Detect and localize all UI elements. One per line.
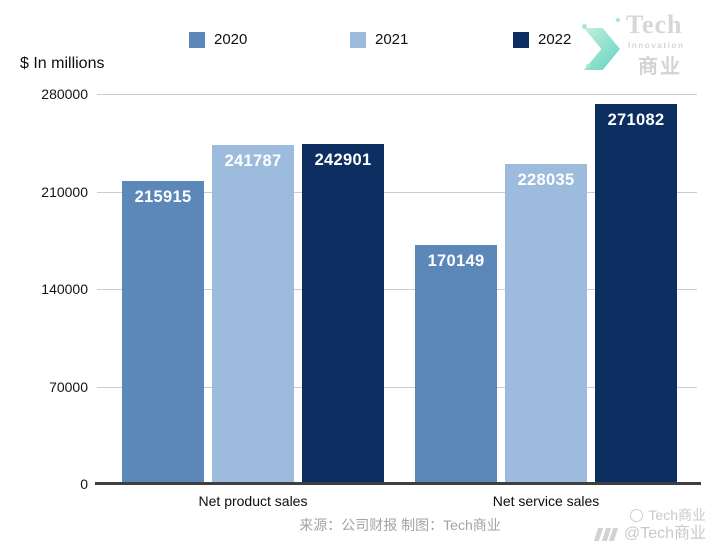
legend-item-2020: 2020 — [189, 31, 247, 49]
legend-label: 2020 — [214, 31, 248, 48]
legend-item-2021: 2021 — [350, 31, 408, 49]
watermark-line1: Tech商业 — [596, 507, 706, 524]
watermark-line2: @Tech商业 — [593, 524, 706, 544]
watermark-handle: @Tech商业 — [623, 525, 706, 542]
watermark: Tech商业 @Tech商业 — [593, 507, 706, 544]
bar-2020-product: 215915 — [122, 181, 204, 482]
bar-value-label: 170149 — [427, 252, 485, 271]
legend-label: 2022 — [538, 31, 572, 48]
legend-swatch — [513, 32, 529, 48]
plot-area: 215915 241787 242901 Net product sales 17014… — [95, 94, 701, 509]
bird-icon — [630, 509, 644, 522]
gridline — [97, 386, 697, 388]
x-category-label: Net service sales — [492, 493, 600, 509]
bar-2022-product: 242901 — [302, 143, 384, 482]
y-tick-label: 140000 — [41, 281, 88, 297]
bar-2022-service: 271082 — [595, 104, 677, 482]
y-axis-unit-label: $ In millions — [20, 55, 105, 72]
gridline — [97, 289, 697, 290]
logo-dot — [616, 18, 620, 22]
watermark-logo-icon — [593, 527, 619, 541]
gridline — [97, 94, 697, 95]
bar-2020-service: 170149 — [415, 245, 497, 482]
bar-value-label: 241787 — [224, 152, 282, 171]
y-tick-label: 280000 — [41, 86, 88, 102]
bar-2021-service: 228035 — [505, 164, 587, 482]
y-tick-label: 0 — [80, 476, 88, 492]
legend-swatch — [350, 32, 366, 48]
bar-value-label: 215915 — [134, 188, 192, 207]
logo-text-tech: Tech — [626, 10, 683, 39]
legend-swatch — [189, 32, 205, 48]
source-attribution: 来源：公司财报 制图：Tech商业 — [299, 517, 501, 533]
logo-text-cn: 商业 — [638, 56, 682, 78]
bar-value-label: 228035 — [517, 171, 575, 190]
y-tick-label: 70000 — [49, 378, 88, 395]
legend: 2020 2021 2022 — [0, 31, 712, 49]
bar-value-label: 271082 — [607, 111, 665, 130]
logo-dot — [582, 24, 587, 29]
legend-item-2022: 2022 — [513, 31, 571, 49]
bar-2021-product: 241787 — [212, 145, 294, 482]
watermark-name: Tech商业 — [648, 507, 706, 523]
logo-dot — [586, 64, 590, 68]
x-axis-line — [95, 482, 701, 485]
x-category-label: Net product sales — [198, 493, 308, 509]
bar-value-label: 242901 — [314, 150, 372, 169]
brand-logo: Tech Innovation 商业 — [582, 4, 700, 78]
legend-label: 2021 — [375, 31, 409, 48]
y-tick-label: 210000 — [41, 183, 88, 200]
gridline — [97, 191, 697, 193]
logo-text-innovation: Innovation — [628, 41, 685, 50]
